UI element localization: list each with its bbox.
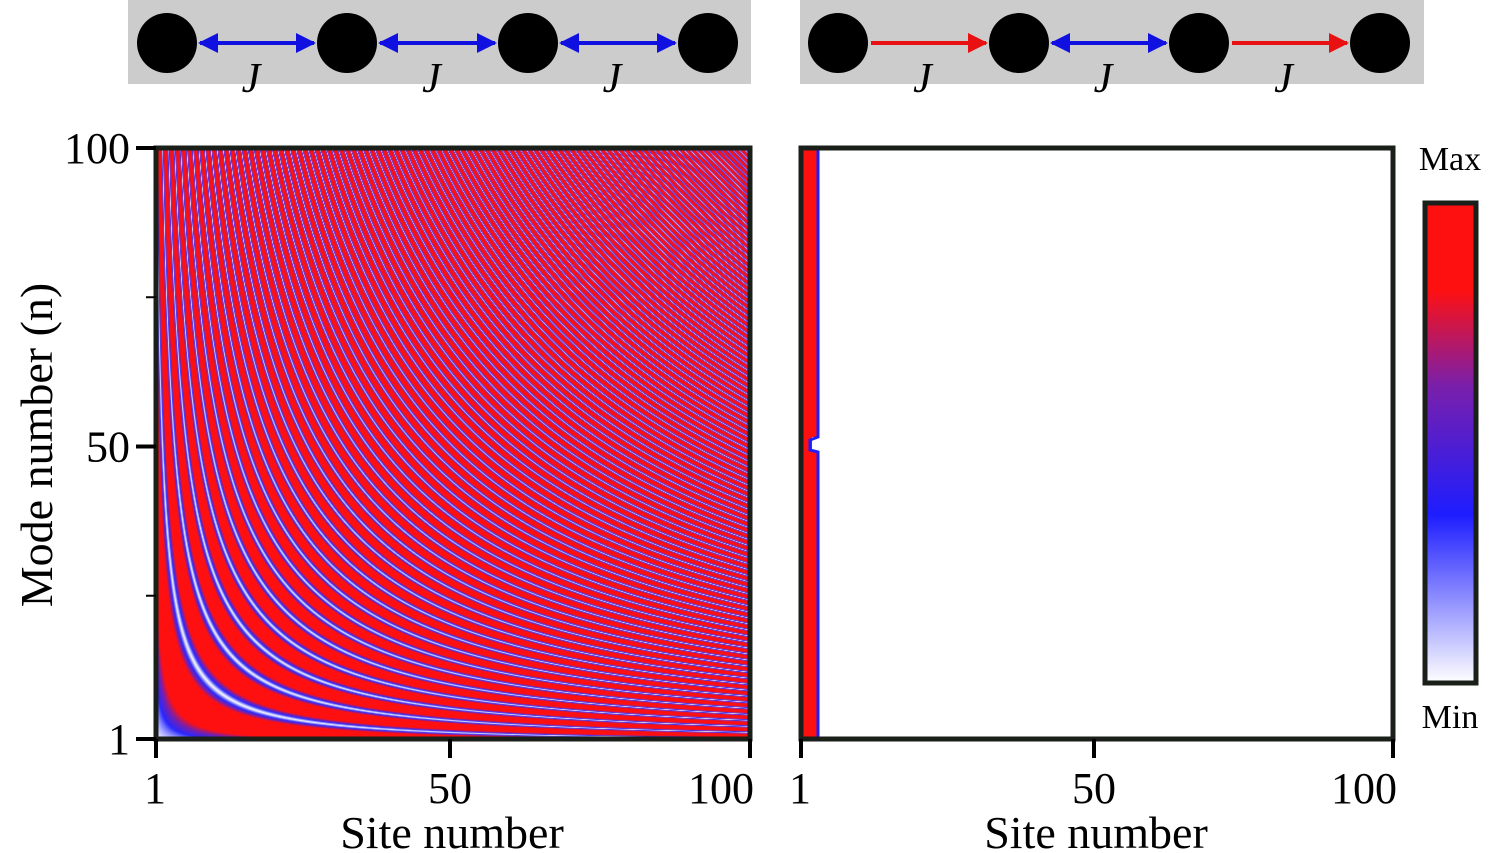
heatmap-left-canvas bbox=[156, 148, 750, 739]
x-axis-right: 1 50 100 bbox=[789, 739, 1397, 813]
plot-frame-left bbox=[153, 145, 753, 742]
x-tick-label: 100 bbox=[1331, 764, 1397, 813]
y-tick-label: 1 bbox=[108, 715, 130, 764]
lattice-site bbox=[498, 13, 558, 73]
colorbar-min-label: Min bbox=[1422, 699, 1479, 736]
x-tick-label: 50 bbox=[428, 764, 472, 813]
colorbar: Max Min bbox=[1419, 141, 1481, 736]
lattice-site bbox=[137, 13, 197, 73]
lattice-site bbox=[678, 13, 738, 73]
colorbar-max-label: Max bbox=[1419, 141, 1481, 178]
coupling-label: J bbox=[1274, 56, 1295, 102]
lattice-site bbox=[1350, 13, 1410, 73]
coupling-label: J bbox=[913, 56, 934, 102]
edge-band-boundary bbox=[808, 150, 820, 737]
y-axis-title: Mode number (n) bbox=[11, 283, 62, 607]
lattice-site bbox=[808, 13, 868, 73]
coupling-label: J bbox=[422, 56, 443, 102]
coupling-label: J bbox=[242, 56, 263, 102]
lattice-site bbox=[317, 13, 377, 73]
coupling-label: J bbox=[603, 56, 624, 102]
x-axis-title-right: Site number bbox=[984, 807, 1208, 853]
y-axis-left: 1 50 100 bbox=[64, 124, 156, 764]
x-tick-label: 100 bbox=[688, 764, 754, 813]
x-tick-label: 50 bbox=[1072, 764, 1116, 813]
y-tick-label: 100 bbox=[64, 124, 130, 173]
x-axis-title-left: Site number bbox=[340, 807, 564, 853]
colorbar-gradient bbox=[1425, 203, 1476, 683]
x-axis-left: 1 50 100 bbox=[144, 739, 754, 813]
y-tick-label: 50 bbox=[86, 422, 130, 471]
lattice-site bbox=[1169, 13, 1229, 73]
x-tick-label: 1 bbox=[789, 764, 811, 813]
coupling-label: J bbox=[1094, 56, 1115, 102]
x-tick-label: 1 bbox=[144, 764, 166, 813]
plot-frame-right bbox=[798, 145, 1396, 742]
lattice-site bbox=[989, 13, 1049, 73]
heatmap-right: 1 50 100 bbox=[789, 145, 1397, 813]
colorbar-frame bbox=[1422, 200, 1479, 686]
